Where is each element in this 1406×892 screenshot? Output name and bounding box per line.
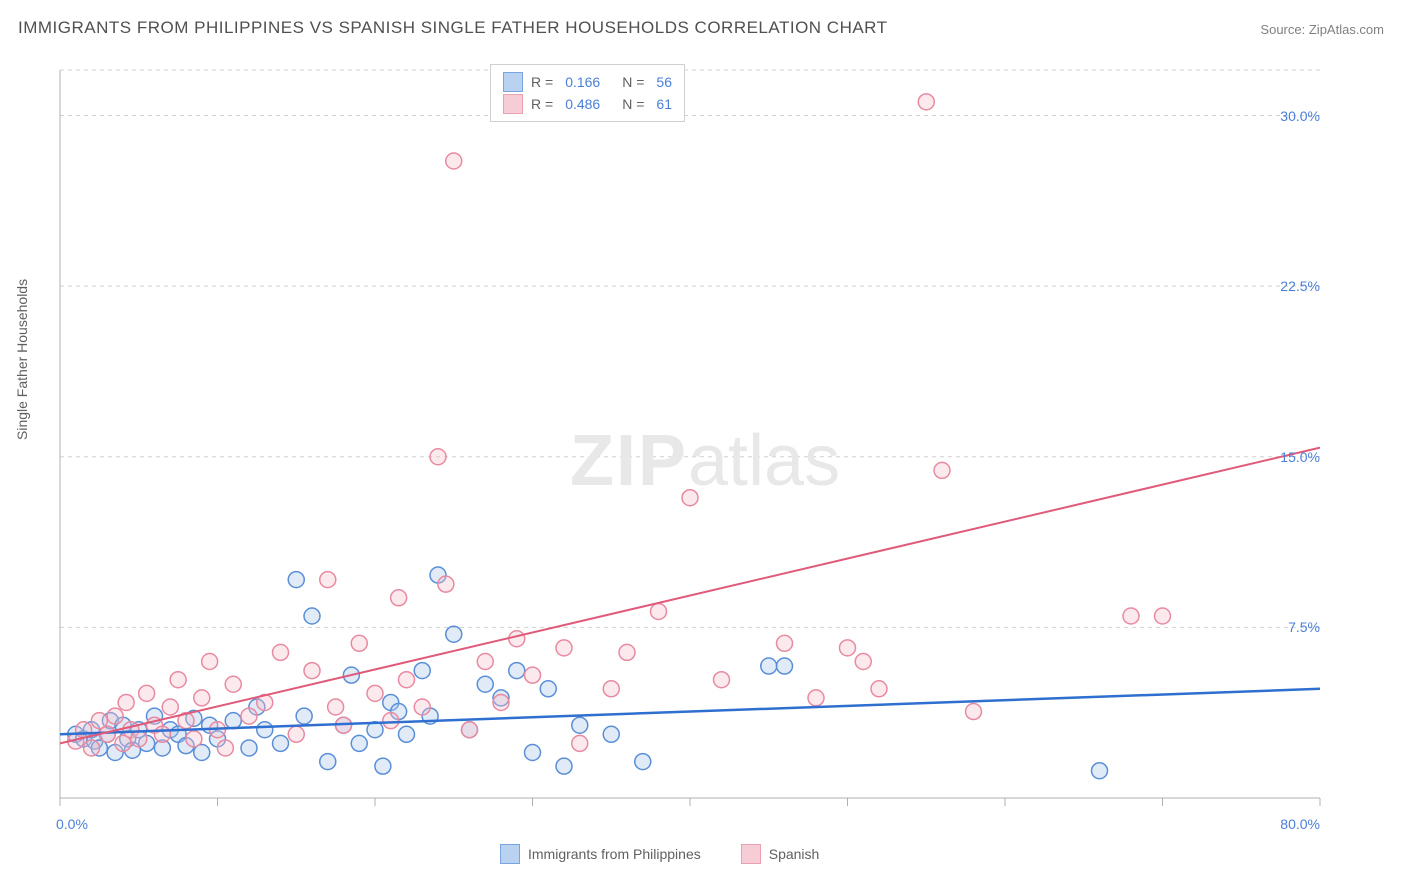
series-name: Immigrants from Philippines — [528, 846, 701, 862]
legend-r-value: 0.486 — [565, 93, 600, 115]
y-tick-label: 15.0% — [1280, 449, 1320, 465]
series-name: Spanish — [769, 846, 820, 862]
x-axis-start-label: 0.0% — [56, 816, 88, 832]
source-label: Source: — [1260, 22, 1305, 37]
legend-swatch — [500, 844, 520, 864]
chart-area: ZIPatlas R =0.166N =56R =0.486N =61 7.5%… — [50, 60, 1330, 820]
legend-swatch — [503, 94, 523, 114]
legend-n-value: 61 — [656, 93, 672, 115]
y-tick-label: 7.5% — [1288, 619, 1320, 635]
correlation-legend: R = 0.166 N = 56 R = 0.486 N = 61 — [490, 64, 685, 122]
series-legend-item: Spanish — [741, 844, 820, 864]
y-tick-label: 22.5% — [1280, 278, 1320, 294]
scatter-plot — [50, 60, 1330, 820]
legend-swatch — [503, 72, 523, 92]
series-legend: Immigrants from Philippines Spanish — [500, 844, 819, 864]
legend-n-label: N = — [622, 71, 644, 93]
source-attribution: Source: ZipAtlas.com — [1260, 22, 1384, 37]
series-legend-item: Immigrants from Philippines — [500, 844, 701, 864]
legend-r-label: R = — [531, 71, 553, 93]
legend-r-label: R = — [531, 93, 553, 115]
legend-n-value: 56 — [656, 71, 672, 93]
y-axis-label: Single Father Households — [14, 279, 30, 440]
legend-row: R = 0.486 N = 61 — [503, 93, 672, 115]
chart-title: IMMIGRANTS FROM PHILIPPINES VS SPANISH S… — [18, 18, 888, 38]
source-link[interactable]: ZipAtlas.com — [1309, 22, 1384, 37]
legend-swatch — [741, 844, 761, 864]
legend-n-label: N = — [622, 93, 644, 115]
legend-row: R = 0.166 N = 56 — [503, 71, 672, 93]
x-axis-end-label: 80.0% — [1280, 816, 1320, 832]
y-tick-label: 30.0% — [1280, 108, 1320, 124]
legend-r-value: 0.166 — [565, 71, 600, 93]
